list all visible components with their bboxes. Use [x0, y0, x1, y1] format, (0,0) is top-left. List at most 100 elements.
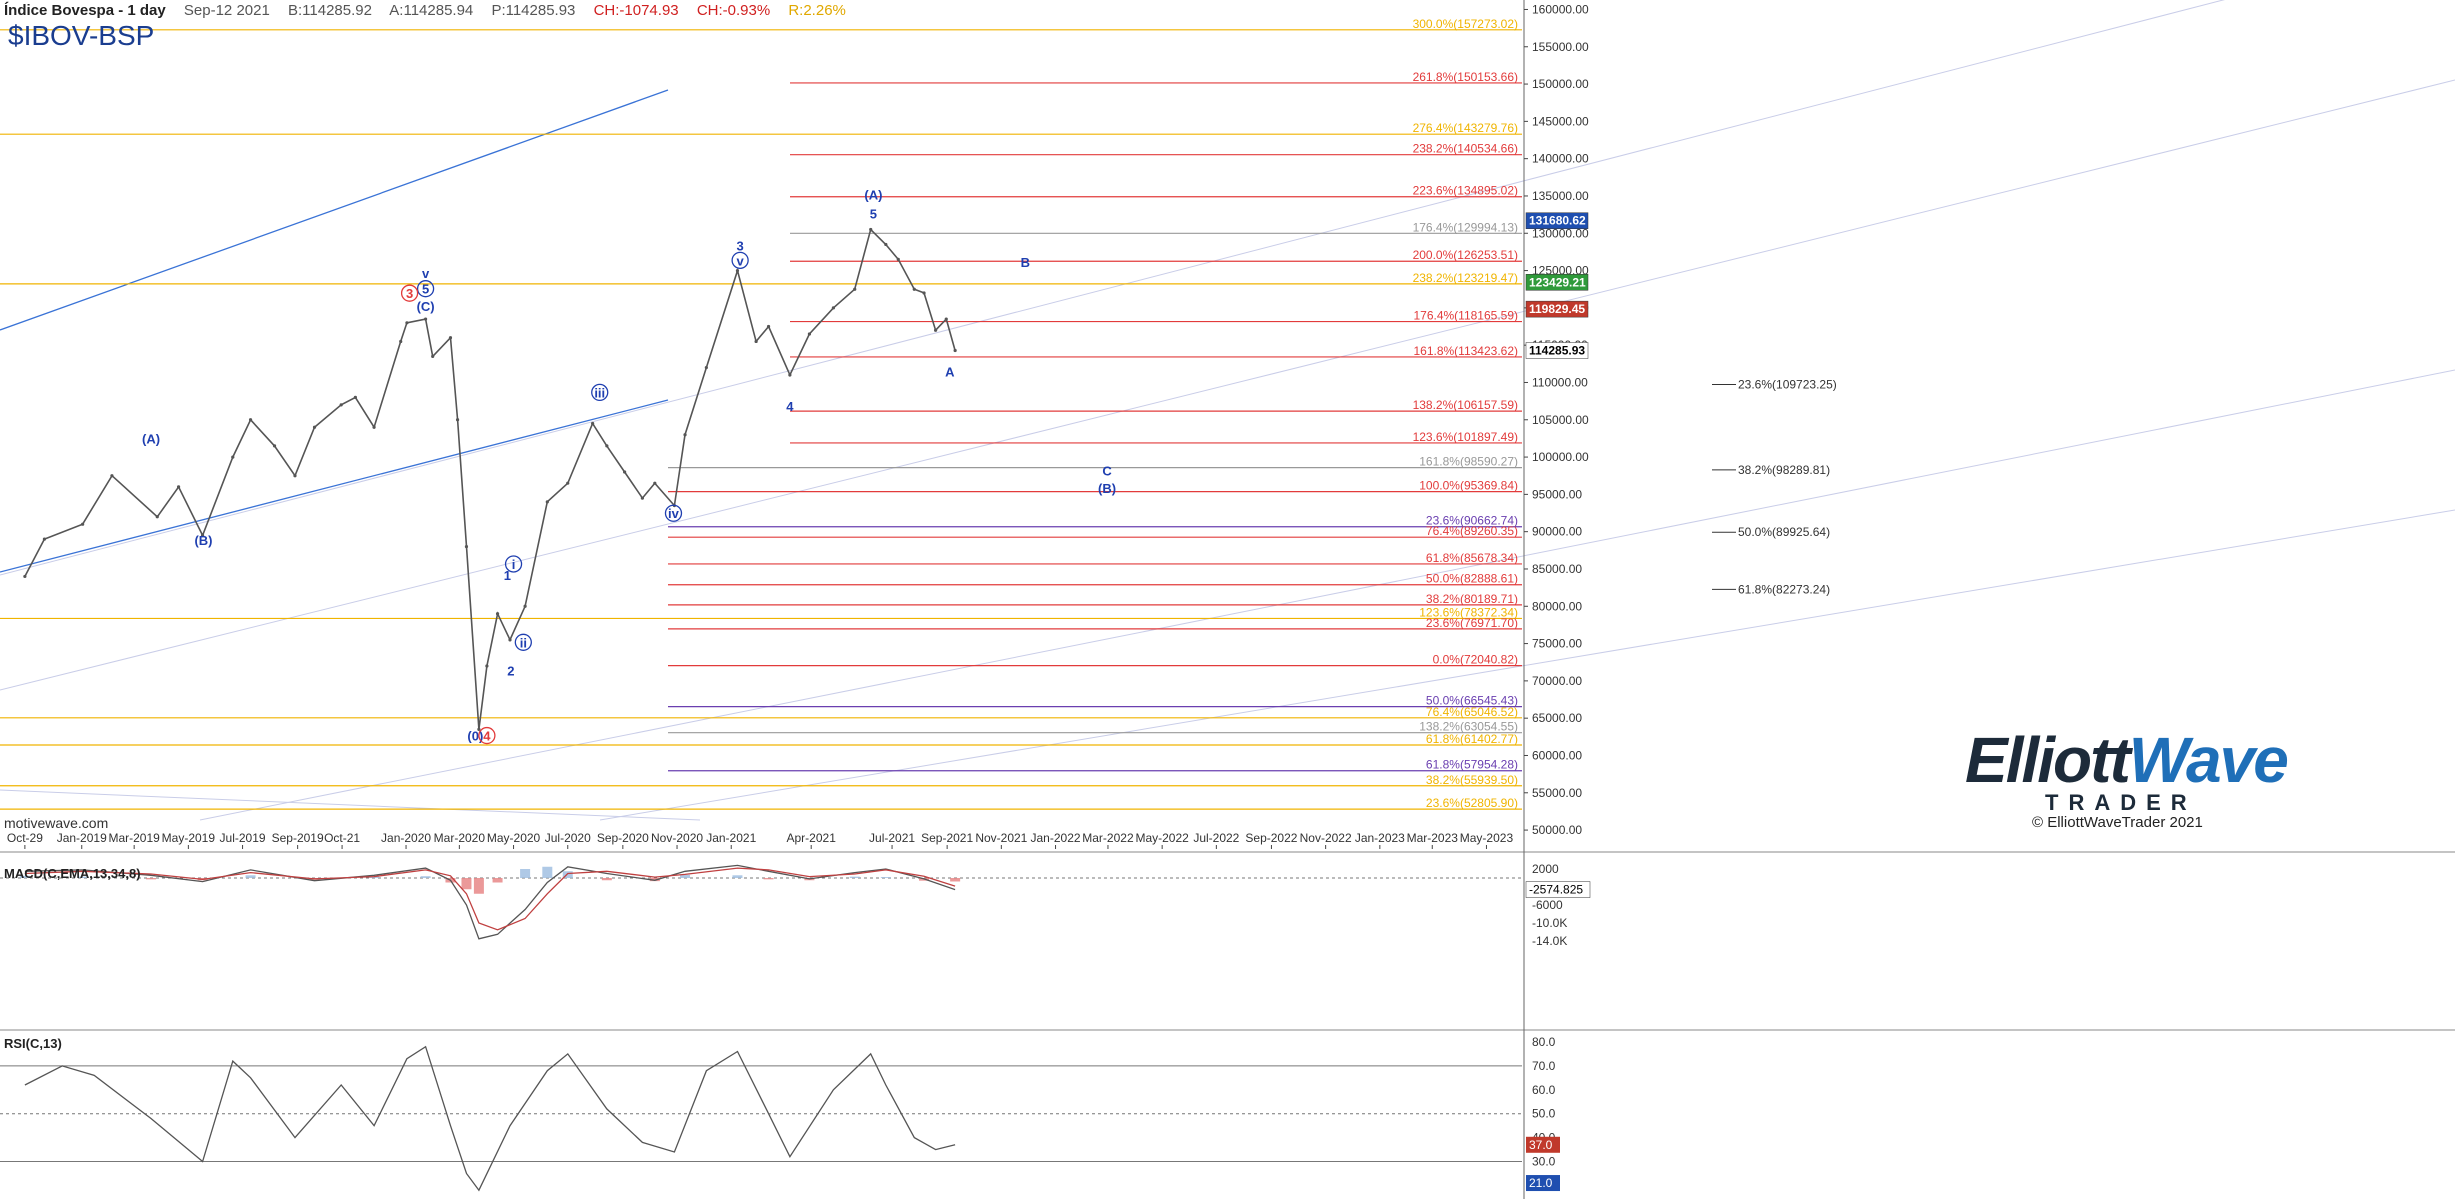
price-point — [405, 321, 409, 325]
y-tick-label: 150000.00 — [1532, 77, 1589, 91]
macd-histogram-bar — [542, 866, 553, 878]
fib-label: 261.8%(150153.66) — [1413, 70, 1518, 84]
price-point — [485, 664, 489, 668]
header-date: Sep-12 2021 — [183, 2, 270, 19]
fib-label: 76.4%(89260.35) — [1426, 524, 1518, 538]
y-tick-label: 65000.00 — [1532, 711, 1582, 725]
macd-histogram-bar — [562, 871, 573, 878]
macd-histogram-bar — [77, 876, 88, 878]
wave-label-circle — [478, 726, 496, 745]
wave-label-circle — [731, 251, 749, 269]
wave-label: 2 — [507, 664, 514, 679]
price-point — [754, 339, 758, 344]
y-tick-label: 110000.00 — [1532, 375, 1588, 389]
price-point — [523, 604, 527, 608]
macd-tick-label: -6000 — [1532, 898, 1563, 912]
fib-label: 238.2%(140534.66) — [1413, 142, 1518, 156]
fib-label: 276.4%(143279.76) — [1413, 121, 1518, 135]
macd-histogram-bar — [732, 875, 743, 878]
price-point — [110, 474, 114, 478]
fib-label: 61.8%(57954.28) — [1426, 758, 1518, 772]
price-point — [423, 317, 428, 321]
price-point — [896, 257, 900, 261]
y-tick-label: 105000.00 — [1532, 413, 1589, 427]
price-point — [944, 317, 948, 321]
price-point — [869, 227, 873, 232]
x-tick-label: May-2022 — [1135, 831, 1189, 845]
x-tick-label: Jul-2019 — [220, 831, 266, 845]
macd-title: MACD(C,EMA,13,34,8) — [4, 866, 141, 881]
header-price: P:114285.93 — [491, 2, 576, 19]
macd-histogram-bar — [369, 876, 380, 878]
macd-value-label: -2574.825 — [1529, 883, 1583, 897]
x-tick-label: Sep-2020 — [597, 831, 649, 845]
wave-label: v — [422, 266, 430, 281]
channel-line — [599, 509, 2455, 821]
price-point — [922, 291, 926, 295]
x-tick-label: Mar-2022 — [1082, 831, 1134, 845]
y-tick-label: 75000.00 — [1532, 637, 1582, 651]
macd-histogram-bar — [520, 869, 531, 878]
wave-label: v — [737, 253, 745, 268]
x-tick-label: Mar-2020 — [434, 831, 486, 845]
macd-histogram-bar — [461, 878, 472, 890]
x-tick-label: Jan-2020 — [381, 831, 431, 845]
y-tick-label: 140000.00 — [1532, 152, 1589, 166]
logo-subtitle: TRADER — [2045, 790, 2197, 815]
price-point — [704, 365, 708, 370]
fib-label: 238.2%(123219.47) — [1413, 271, 1518, 285]
price-tag-label: 123429.21 — [1529, 275, 1586, 289]
channel-line — [0, 789, 701, 821]
rsi-panel — [0, 1045, 1522, 1192]
price-point — [566, 481, 570, 485]
macd-histogram-bar — [950, 878, 961, 882]
chart-title: Índice Bovespa - 1 day — [4, 2, 166, 19]
price-point — [455, 418, 460, 422]
header-range: R:2.26% — [788, 2, 846, 19]
fib-label: 23.6%(76971.70) — [1426, 616, 1518, 630]
x-tick-label: Sep-2022 — [1245, 831, 1297, 845]
macd-histogram-bar — [601, 878, 612, 881]
retracement-label: 50.0%(89925.64) — [1738, 525, 1830, 539]
wave-label: A — [945, 365, 955, 380]
fib-label: 123.6%(101897.49) — [1413, 430, 1518, 444]
rsi-tick-label: 80.0 — [1532, 1035, 1556, 1049]
y-tick-label: 85000.00 — [1532, 562, 1582, 576]
rsi-value-tag — [1526, 1175, 1560, 1192]
wave-label-circle — [514, 633, 532, 651]
x-tick-label: May-2023 — [1460, 831, 1514, 845]
retracement-label: 23.6%(109723.25) — [1738, 378, 1837, 392]
fib-label: 38.2%(55939.50) — [1426, 773, 1518, 787]
logo-copyright: © ElliottWaveTrader 2021 — [2032, 814, 2203, 831]
x-tick-label: Jan-2019 — [57, 831, 107, 845]
x-tick-label: Mar-2023 — [1407, 831, 1459, 845]
fib-label: 176.4%(129994.13) — [1413, 220, 1518, 234]
wave-label: C — [1102, 464, 1112, 479]
wave-label: (A) — [142, 432, 160, 447]
fib-label: 0.0%(72040.82) — [1433, 653, 1518, 667]
wave-label: 5 — [870, 206, 877, 221]
wave-label-circle — [416, 280, 435, 298]
x-tick-label: Sep-2019 — [272, 831, 324, 845]
header-change: CH:-1074.93 — [593, 2, 679, 19]
fib-label: 176.4%(118165.59) — [1413, 309, 1518, 323]
fib-label: 61.8%(85678.34) — [1426, 551, 1518, 565]
header-ask: A:114285.94 — [389, 2, 474, 19]
wave-label: ii — [520, 635, 527, 650]
retracement-label: 38.2%(98289.81) — [1738, 463, 1830, 477]
macd-value-tag — [1525, 881, 1591, 898]
fib-label: 38.2%(80189.71) — [1426, 592, 1518, 606]
price-tag — [1525, 212, 1589, 229]
wave-label: 3 — [406, 286, 413, 301]
fib-label: 100.0%(95369.84) — [1419, 479, 1518, 493]
wave-label: 5 — [422, 282, 429, 297]
price-tag — [1525, 300, 1589, 318]
price-point — [831, 306, 836, 310]
x-tick-label: Jul-2020 — [545, 831, 591, 845]
y-tick-label: 135000.00 — [1532, 189, 1589, 203]
wave-label-circle — [664, 504, 683, 522]
rsi-value-label: 21.0 — [1529, 1176, 1553, 1190]
chart-header: Índice Bovespa - 1 day Sep-12 2021 B:114… — [4, 2, 860, 19]
